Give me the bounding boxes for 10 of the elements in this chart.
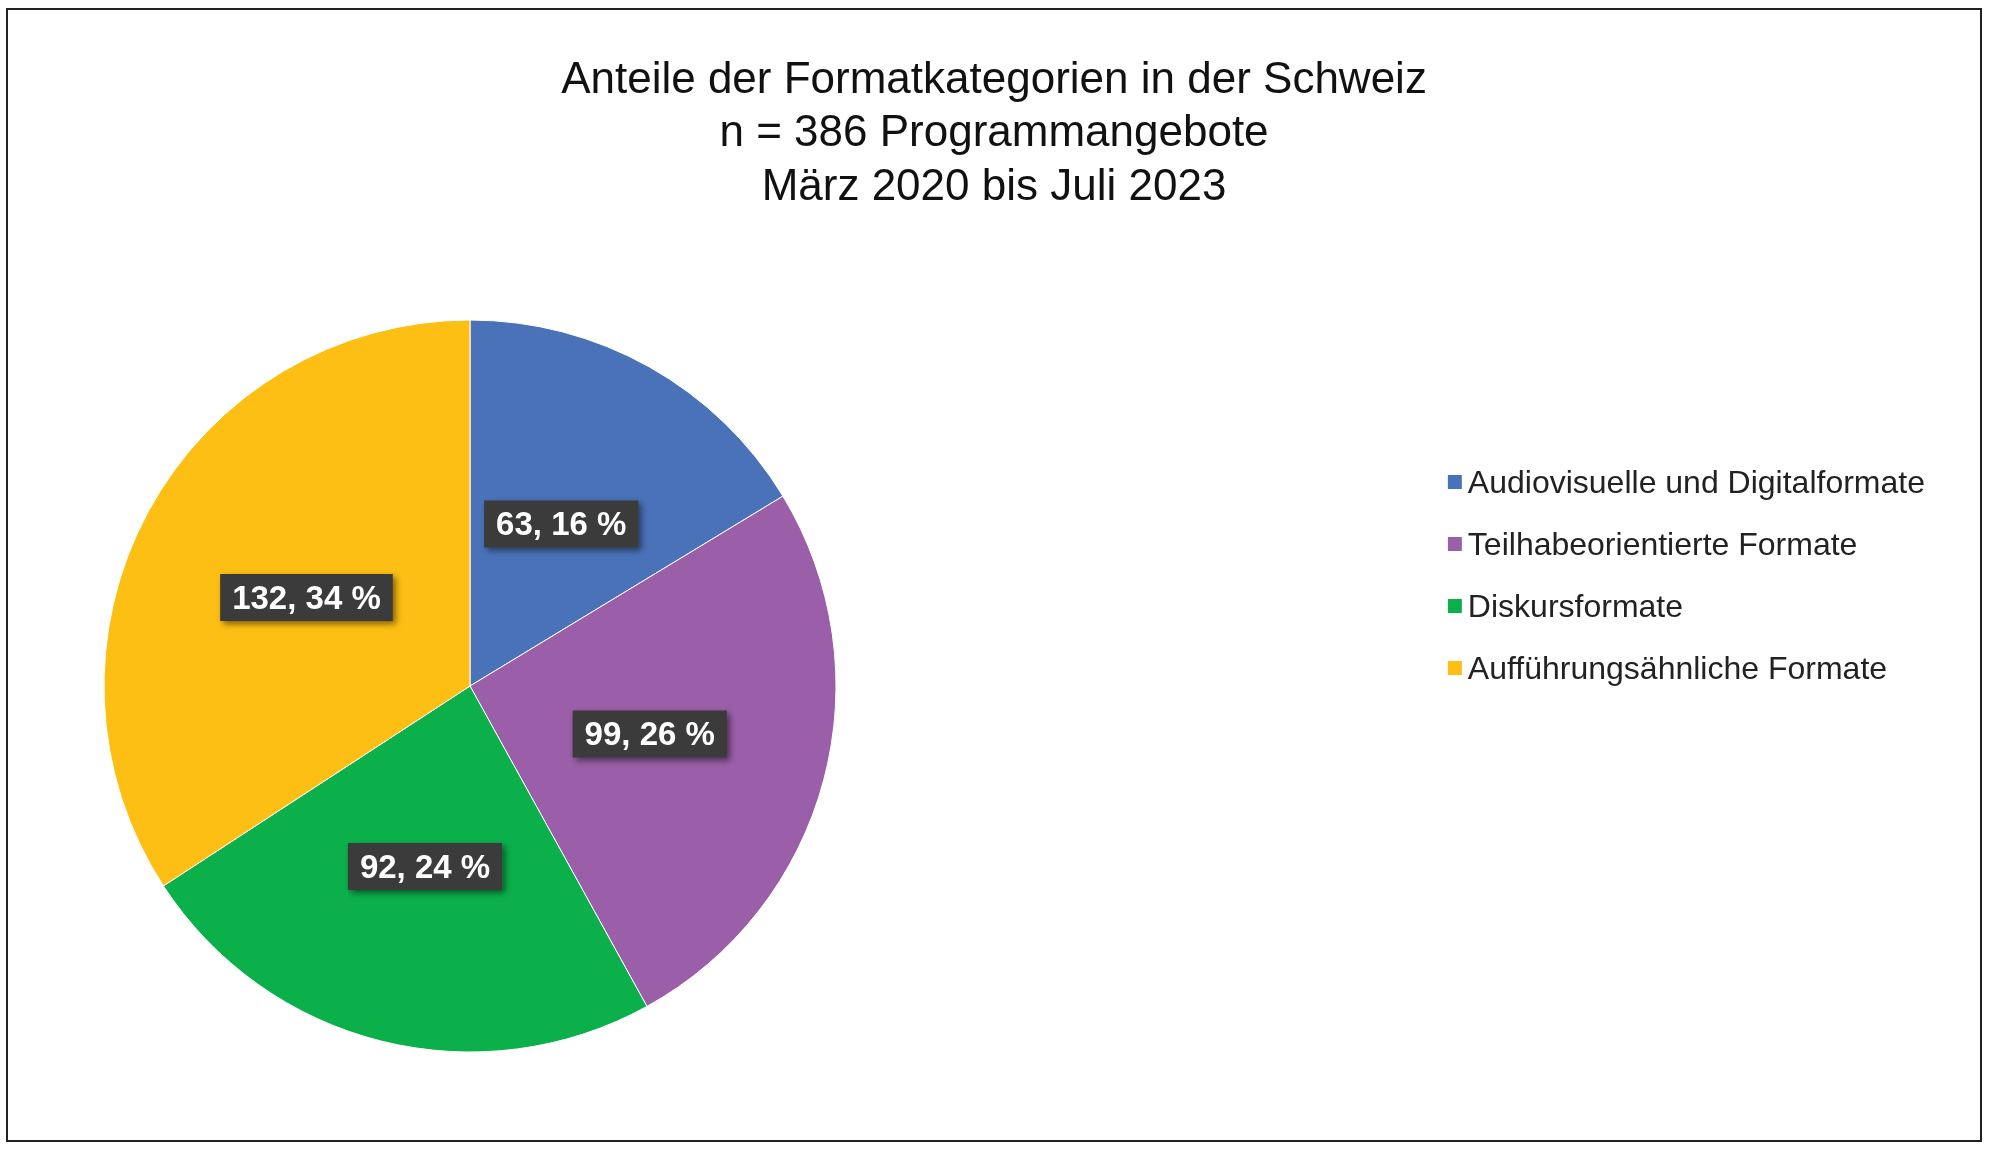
legend-label: Audiovisuelle und Digitalformate (1467, 464, 1925, 500)
data-label: 99, 26 % (584, 715, 715, 753)
legend-label: Teilhabeorientierte Formate (1467, 526, 1858, 562)
data-label: 63, 16 % (496, 505, 627, 543)
data-label: 132, 34 % (232, 578, 381, 616)
chart-title: Anteile der Formatkategorien in der Schweiz (561, 52, 1427, 102)
legend-label: Aufführungsähnliche Formate (1467, 650, 1888, 686)
data-label: 92, 24 % (359, 847, 491, 885)
chart-subtitle: n = 386 Programmangebote März 2020 bis Juli 2023 (719, 105, 1269, 209)
legend-label: Diskursformate (1467, 588, 1684, 624)
